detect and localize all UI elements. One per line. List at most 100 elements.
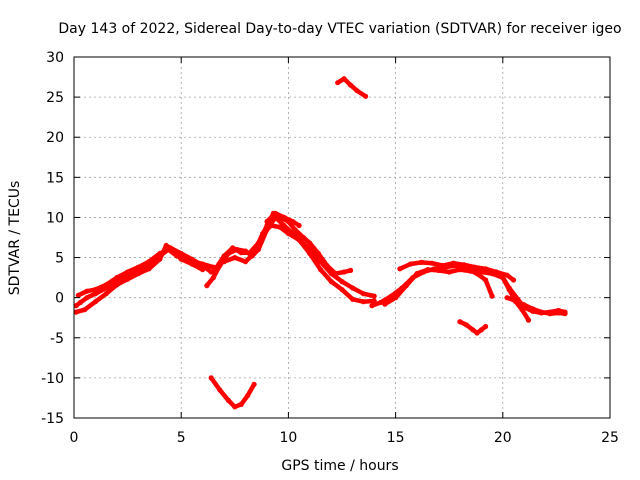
data-point <box>77 299 83 306</box>
data-point <box>281 214 287 220</box>
data-point <box>418 259 424 265</box>
data-point <box>339 279 345 285</box>
y-tick-label: 0 <box>55 291 64 307</box>
data-point <box>238 401 244 407</box>
data-point <box>272 210 279 216</box>
data-point <box>318 267 324 273</box>
data-point <box>221 253 227 259</box>
plot-frame <box>73 56 611 419</box>
data-point <box>483 277 489 283</box>
data-point <box>232 255 238 261</box>
data-point <box>339 287 345 293</box>
data-point <box>483 323 489 330</box>
data-point <box>182 255 189 261</box>
data-point <box>393 295 399 301</box>
data-point <box>425 267 431 273</box>
tick-labels: 0 5 10 15 20 25 -15 -10 -5 0 5 10 15 20 25 30 <box>41 50 619 446</box>
data-point <box>125 276 131 282</box>
data-point <box>315 250 321 257</box>
data-point <box>504 272 510 278</box>
data-point <box>470 327 476 333</box>
data-point <box>230 245 236 251</box>
data-point <box>397 266 403 272</box>
data-point <box>251 381 257 387</box>
data-point <box>225 397 231 403</box>
data-point <box>75 292 81 298</box>
data-point <box>348 82 354 88</box>
data-point <box>264 218 270 225</box>
data-point <box>363 93 369 99</box>
data-point <box>307 240 313 246</box>
data-point <box>408 261 414 267</box>
data-point <box>555 310 562 316</box>
data-point <box>92 287 98 293</box>
data-point <box>285 230 291 237</box>
data-point <box>328 279 334 285</box>
data-point <box>500 275 506 281</box>
data-point <box>290 218 296 225</box>
y-tick-label: 25 <box>46 90 64 106</box>
data-point <box>200 267 206 273</box>
data-point <box>493 269 499 275</box>
data-point <box>513 298 519 304</box>
data-point <box>210 269 216 275</box>
data-point <box>350 296 356 302</box>
data-point <box>478 269 484 275</box>
x-tick-label: 5 <box>177 430 186 446</box>
chart-title: Day 143 of 2022, Sidereal Day-to-day VTE… <box>58 21 621 37</box>
data-point <box>300 234 306 241</box>
series-layer <box>73 76 568 410</box>
data-point <box>157 256 163 262</box>
data-point <box>245 392 251 399</box>
data-point <box>146 266 152 272</box>
data-point <box>260 230 266 237</box>
data-point <box>191 259 197 265</box>
data-point <box>489 293 495 299</box>
data-point <box>307 250 313 257</box>
data-point <box>73 309 79 315</box>
y-tick-label: 30 <box>46 50 64 66</box>
y-tick-label: -10 <box>41 371 64 387</box>
y-tick-label: 20 <box>46 130 64 146</box>
data-point <box>562 311 568 317</box>
data-point <box>333 271 339 277</box>
data-point <box>135 271 141 277</box>
x-tick-label: 10 <box>279 430 297 446</box>
data-point <box>446 269 452 275</box>
series-track-f <box>221 223 377 304</box>
x-tick-label: 0 <box>70 430 79 446</box>
data-point <box>478 327 484 333</box>
y-tick-label: 15 <box>46 170 64 186</box>
data-point <box>341 76 347 82</box>
data-point <box>232 404 238 410</box>
data-point <box>335 80 341 86</box>
grid-lines <box>74 57 610 418</box>
data-point <box>403 283 409 289</box>
data-point <box>92 291 98 297</box>
data-point <box>163 242 169 249</box>
data-point <box>103 291 109 297</box>
data-point <box>547 311 553 317</box>
data-point <box>125 269 131 275</box>
data-point <box>371 293 377 299</box>
data-point <box>146 259 152 265</box>
x-tick-label: 20 <box>494 430 512 446</box>
data-point <box>251 250 257 257</box>
data-point <box>483 266 489 272</box>
data-point <box>525 317 532 323</box>
data-point <box>84 295 90 301</box>
data-point <box>217 387 223 393</box>
data-point <box>354 88 360 94</box>
data-point <box>468 268 474 274</box>
data-point <box>200 261 206 267</box>
data-point <box>378 299 384 306</box>
data-point <box>103 282 109 288</box>
data-point <box>208 375 214 381</box>
data-point <box>348 267 354 273</box>
data-point <box>324 263 330 269</box>
data-point <box>135 264 141 270</box>
data-point <box>210 275 216 281</box>
data-point <box>174 253 180 259</box>
